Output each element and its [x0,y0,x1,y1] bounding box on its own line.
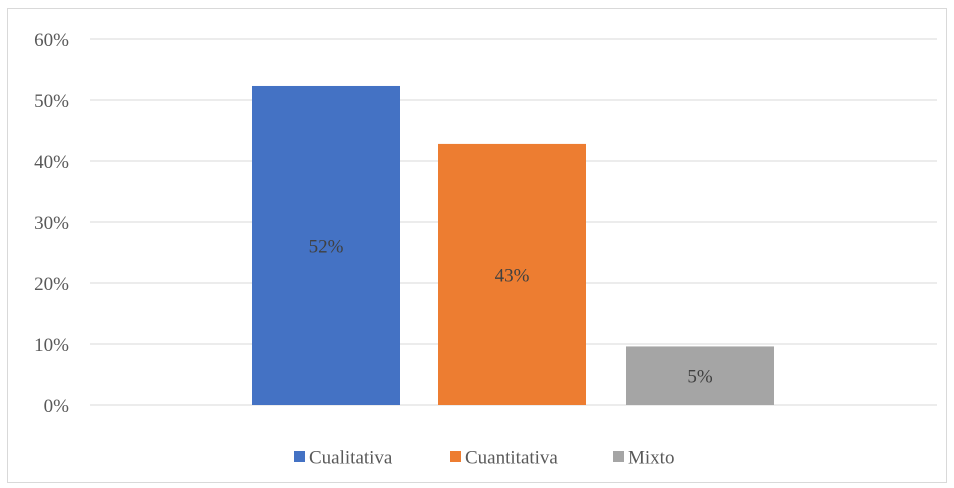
y-tick-label: 60% [34,30,69,51]
y-tick-label: 40% [34,152,69,173]
legend-label: Cualitativa [309,448,393,469]
y-tick-label: 30% [34,213,69,234]
legend-swatch [450,451,461,462]
y-tick-label: 0% [44,396,70,417]
y-tick-label: 10% [34,335,69,356]
bar-cualitativa [252,85,400,405]
bars [252,85,774,406]
bar-mixto [626,346,774,405]
legend-label: Mixto [628,448,674,469]
data-label: 43% [495,265,530,286]
data-labels: 52% 43% 5% [309,236,713,387]
legend-swatch [613,451,624,462]
data-label: 52% [309,236,344,257]
legend: Cualitativa Cuantitativa Mixto [294,448,674,469]
bar-cuantitativa [438,143,586,406]
legend-label: Cuantitativa [465,448,558,469]
y-axis-ticks: 0% 10% 20% 30% 40% 50% 60% [34,30,69,417]
data-label: 5% [687,367,713,388]
y-tick-label: 20% [34,274,69,295]
y-tick-label: 50% [34,91,69,112]
legend-swatch [294,451,305,462]
